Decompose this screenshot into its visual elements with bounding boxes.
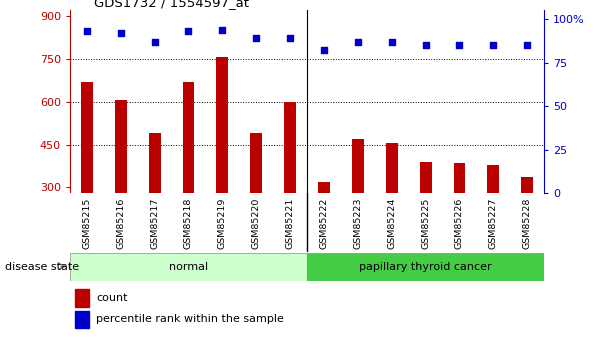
Bar [386,143,398,193]
Text: GSM85220: GSM85220 [252,198,261,249]
Bar [454,163,465,193]
Text: GSM85221: GSM85221 [286,198,295,249]
Point [116,30,126,36]
Text: GSM85218: GSM85218 [184,198,193,249]
Point [251,36,261,41]
Bar [488,165,499,193]
Point [488,42,498,48]
Point [455,42,465,48]
Point [184,29,193,34]
Bar [250,133,262,193]
Bar [352,139,364,193]
Bar [75,310,89,328]
Text: GSM85224: GSM85224 [387,198,396,249]
Text: papillary thyroid cancer: papillary thyroid cancer [359,262,492,272]
Bar [318,183,330,193]
Bar [307,253,544,281]
Point [421,42,430,48]
Text: GSM85227: GSM85227 [489,198,498,249]
Point [387,39,396,45]
Bar [521,177,533,193]
Bar [420,162,432,193]
Text: GSM85222: GSM85222 [319,198,328,249]
Point [218,27,227,32]
Point [522,42,532,48]
Text: GSM85219: GSM85219 [218,198,227,249]
Text: GSM85217: GSM85217 [150,198,159,249]
Bar [182,82,195,193]
Bar [81,82,93,193]
Text: GDS1732 / 1554597_at: GDS1732 / 1554597_at [94,0,249,9]
Point [319,48,329,53]
Bar [284,102,296,193]
Text: disease state: disease state [5,263,79,272]
Text: GSM85226: GSM85226 [455,198,464,249]
Bar [75,289,89,306]
Text: GSM85215: GSM85215 [82,198,91,249]
Text: GSM85223: GSM85223 [353,198,362,249]
Bar [216,58,228,193]
Bar [70,253,307,281]
Bar [115,100,126,193]
Text: GSM85228: GSM85228 [523,198,532,249]
Text: GSM85225: GSM85225 [421,198,430,249]
Point [285,36,295,41]
Text: normal: normal [169,262,208,272]
Point [353,39,363,45]
Text: count: count [96,293,128,303]
Text: percentile rank within the sample: percentile rank within the sample [96,314,284,324]
Point [82,29,92,34]
Point [150,39,159,45]
Bar [149,133,161,193]
Text: GSM85216: GSM85216 [116,198,125,249]
